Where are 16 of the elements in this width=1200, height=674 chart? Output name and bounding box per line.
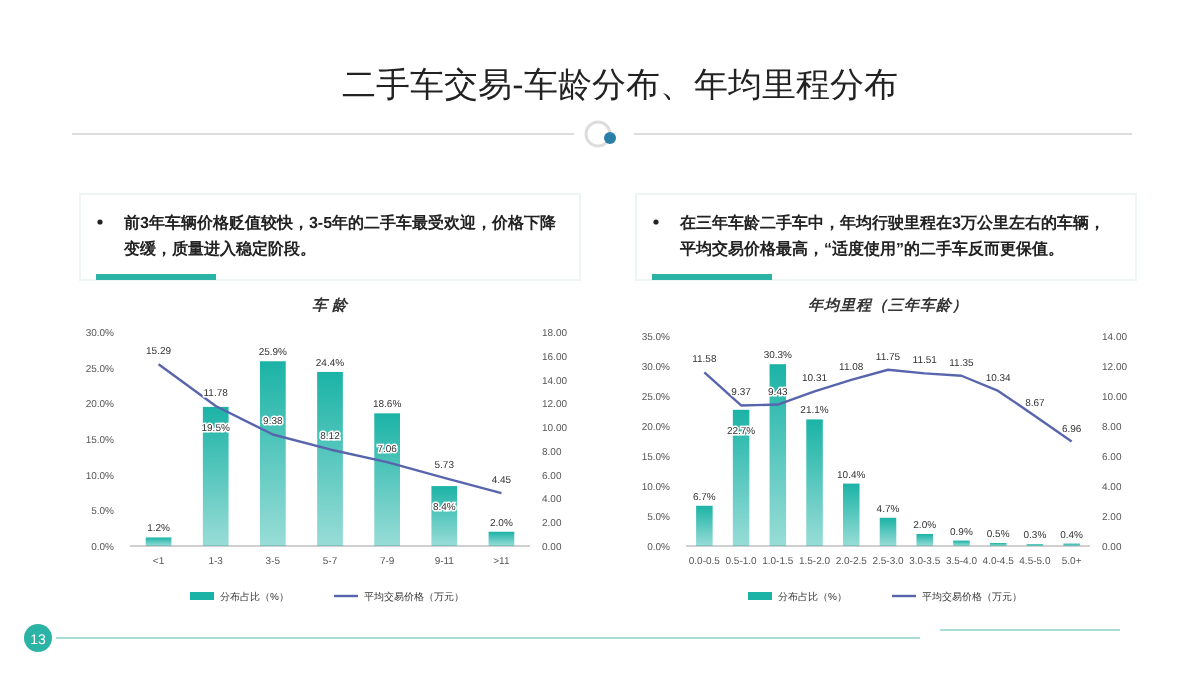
text: 二手车交易-车龄分布、年均里程分布	[342, 66, 898, 104]
bar	[488, 531, 515, 546]
bar	[145, 537, 172, 546]
bar	[879, 517, 897, 546]
bar	[202, 406, 229, 546]
bar	[374, 413, 400, 546]
bar	[260, 361, 286, 546]
text: 前3年车辆价格贬值较快，3-5年的二手车最受欢迎，价格下降变缓，质量进入稳定阶段。	[122, 212, 559, 258]
bar	[806, 419, 823, 546]
bar	[843, 483, 860, 546]
bar	[769, 364, 787, 546]
bar	[317, 371, 343, 546]
bar	[696, 505, 713, 546]
bar	[916, 534, 933, 546]
bar	[953, 540, 970, 546]
text: 在三年车龄二手车中，年均行驶里程在3万公里左右的车辆，平均交易价格最高，“适度使用”的二手车反而更保值。	[678, 214, 1105, 258]
